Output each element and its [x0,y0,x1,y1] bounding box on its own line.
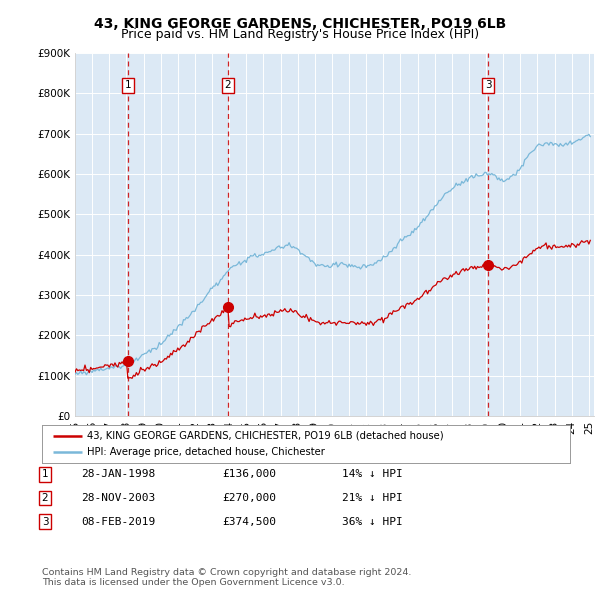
Text: 43, KING GEORGE GARDENS, CHICHESTER, PO19 6LB (detached house): 43, KING GEORGE GARDENS, CHICHESTER, PO1… [87,431,443,441]
Text: 3: 3 [41,517,49,526]
Text: 43, KING GEORGE GARDENS, CHICHESTER, PO19 6LB: 43, KING GEORGE GARDENS, CHICHESTER, PO1… [94,17,506,31]
Text: 2: 2 [224,80,231,90]
Text: £136,000: £136,000 [222,470,276,479]
Text: 1: 1 [124,80,131,90]
Text: 21% ↓ HPI: 21% ↓ HPI [342,493,403,503]
Text: 2: 2 [41,493,49,503]
Text: 28-JAN-1998: 28-JAN-1998 [81,470,155,479]
Text: 08-FEB-2019: 08-FEB-2019 [81,517,155,526]
Text: 3: 3 [485,80,491,90]
Text: 28-NOV-2003: 28-NOV-2003 [81,493,155,503]
Text: Price paid vs. HM Land Registry's House Price Index (HPI): Price paid vs. HM Land Registry's House … [121,28,479,41]
Text: 1: 1 [41,470,49,479]
Text: 14% ↓ HPI: 14% ↓ HPI [342,470,403,479]
Text: £270,000: £270,000 [222,493,276,503]
Text: Contains HM Land Registry data © Crown copyright and database right 2024.
This d: Contains HM Land Registry data © Crown c… [42,568,412,587]
Text: 36% ↓ HPI: 36% ↓ HPI [342,517,403,526]
Text: £374,500: £374,500 [222,517,276,526]
Text: HPI: Average price, detached house, Chichester: HPI: Average price, detached house, Chic… [87,447,325,457]
